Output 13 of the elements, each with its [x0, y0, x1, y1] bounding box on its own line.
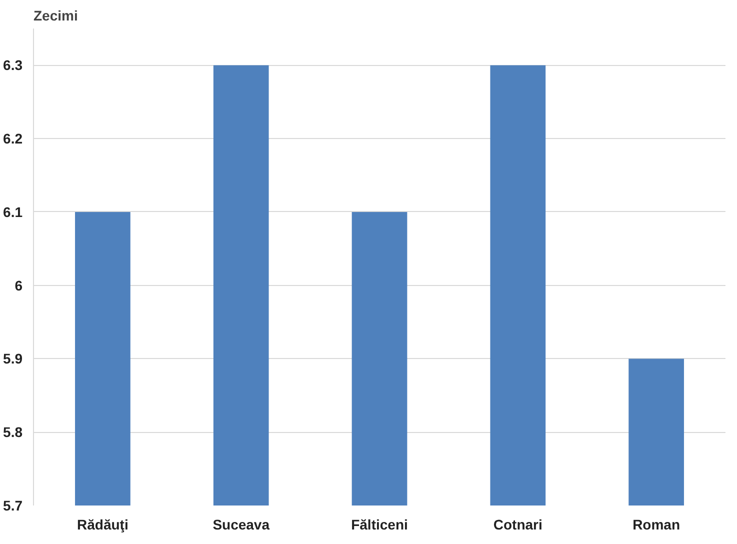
y-tick-label: 6 [14, 277, 23, 294]
y-axis-title: Zecimi [34, 8, 78, 24]
x-tick-label: Rădăuţi [77, 516, 128, 532]
y-tick-label: 6.1 [3, 204, 23, 220]
y-tick-label: 6.2 [3, 130, 23, 147]
x-tick-label: Cotnari [493, 516, 542, 532]
y-tick-label: 5.9 [3, 350, 23, 367]
y-tick-label: 5.8 [3, 424, 23, 440]
y-tick-label: 6.3 [3, 57, 23, 74]
x-tick-label: Roman [632, 516, 680, 532]
x-tick-label: Suceava [212, 516, 270, 532]
x-tick-label: Fălticeni [351, 516, 408, 532]
y-tick-label: 5.7 [3, 498, 23, 514]
